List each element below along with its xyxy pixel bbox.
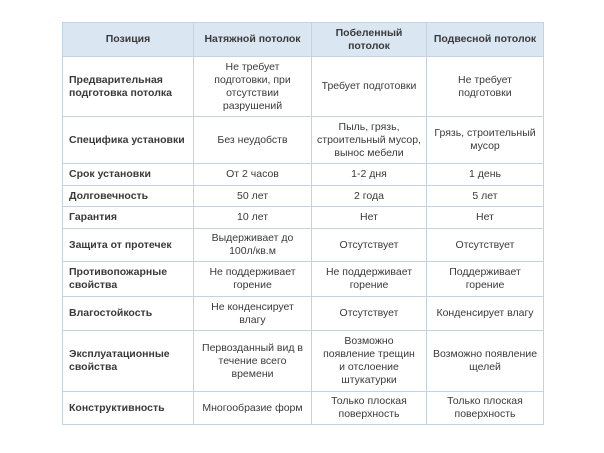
row-label: Гарантия — [62, 206, 194, 229]
row-label: Влагостойкость — [62, 296, 194, 331]
row-label: Долговечность — [62, 185, 194, 207]
row-label: Предварительная подготовка потолка — [62, 56, 194, 117]
table-cell: Отсутствует — [426, 228, 544, 262]
table-cell: Выдерживает до 100л/кв.м — [193, 228, 312, 262]
row-label: Срок установки — [62, 163, 194, 186]
table-cell: Конденсирует влагу — [426, 296, 544, 331]
header-suspended-ceiling: Подвесной потолок — [426, 22, 544, 57]
header-whitewashed-ceiling: Побеленный потолок — [311, 22, 427, 57]
table-cell: Пыль, грязь, строительный мусор, вынос м… — [311, 116, 427, 164]
table-cell: Многообразие форм — [193, 391, 312, 425]
table-row: Защита от протечек Выдерживает до 100л/кв… — [62, 228, 544, 262]
table-row: Специфика установки Без неудобств Пыль, гр… — [62, 116, 544, 164]
table-cell: Только плоская поверхность — [311, 391, 427, 425]
table-row: Влагостойкость Не конденсирует влагу Отсут… — [62, 296, 544, 331]
row-label: Эксплуатационные свойства — [62, 330, 194, 392]
table-cell: Грязь, строительный мусор — [426, 116, 544, 164]
table-cell: Возможно появление трещин и отслоение шт… — [311, 330, 427, 392]
table-cell: Не требует подготовки, при отсутствии ра… — [193, 56, 312, 117]
row-label: Защита от протечек — [62, 228, 194, 262]
table-cell: Не конденсирует влагу — [193, 296, 312, 331]
table-cell: Не требует подготовки — [426, 56, 544, 117]
table-cell: 1-2 дня — [311, 163, 427, 186]
header-stretch-ceiling: Натяжной потолок — [193, 22, 312, 57]
row-label: Специфика установки — [62, 116, 194, 164]
table-cell: Нет — [311, 206, 427, 229]
header-position: Позиция — [62, 22, 194, 57]
table-cell: 5 лет — [426, 185, 544, 207]
table-cell: Поддерживает горение — [426, 261, 544, 297]
table-row: Конструктивность Многообразие форм Только … — [62, 391, 544, 425]
table-cell: 50 лет — [193, 185, 312, 207]
row-label: Конструктивность — [62, 391, 194, 425]
table-row: Срок установки От 2 часов 1-2 дня 1 день — [62, 163, 544, 186]
row-label: Противопожарные свойства — [62, 261, 194, 297]
table-cell: Первозданный вид в течение всего времени — [193, 330, 312, 392]
table-cell: 10 лет — [193, 206, 312, 229]
table-cell: Возможно появление щелей — [426, 330, 544, 392]
table-cell: 1 день — [426, 163, 544, 186]
table-cell: Без неудобств — [193, 116, 312, 164]
table-cell: Не поддерживает горение — [311, 261, 427, 297]
table-row: Гарантия 10 лет Нет Нет — [62, 206, 544, 229]
table-row: Противопожарные свойства Не поддерживает … — [62, 261, 544, 297]
table-cell: Отсутствует — [311, 296, 427, 331]
table-cell: Требует подготовки — [311, 56, 427, 117]
table-cell: Нет — [426, 206, 544, 229]
header-row: Позиция Натяжной потолок Побеленный пото… — [62, 22, 544, 57]
table-row: Долговечность 50 лет 2 года 5 лет — [62, 185, 544, 207]
table-cell: От 2 часов — [193, 163, 312, 186]
table-cell: Только плоская поверхность — [426, 391, 544, 425]
table-cell: Отсутствует — [311, 228, 427, 262]
comparison-table: Позиция Натяжной потолок Побеленный пото… — [62, 22, 544, 425]
table-cell: 2 года — [311, 185, 427, 207]
table-cell: Не поддерживает горение — [193, 261, 312, 297]
table-row: Эксплуатационные свойства Первозданный ви… — [62, 330, 544, 392]
table-row: Предварительная подготовка потолка Не тре… — [62, 56, 544, 117]
